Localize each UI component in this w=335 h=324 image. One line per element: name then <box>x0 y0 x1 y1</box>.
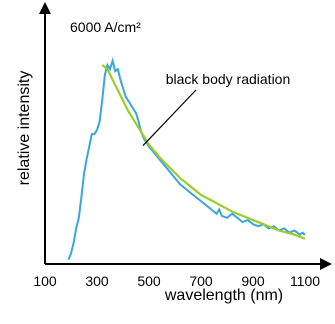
x-tick-label-700: 700 <box>189 273 213 289</box>
x-tick-label-500: 500 <box>137 273 161 289</box>
x-tick-label-100: 100 <box>33 273 57 289</box>
callout-label: black body radiation <box>166 71 291 87</box>
x-axis-arrow <box>320 258 332 270</box>
x-tick-label-900: 900 <box>241 273 265 289</box>
x-tick-label-1100: 1100 <box>290 273 320 289</box>
y-axis-arrow <box>39 2 51 14</box>
callout-leader-line <box>142 89 197 146</box>
x-tick-labels: 100 300 500 700 900 1100 <box>33 273 320 289</box>
x-axis-title: wavelength (nm) <box>164 287 283 304</box>
x-tick-label-300: 300 <box>85 273 109 289</box>
series-group <box>67 57 306 261</box>
y-axis-title: relative intensity <box>16 71 33 186</box>
annotation-top: 6000 A/cm² <box>70 19 141 35</box>
series-black-body-line <box>101 64 306 240</box>
series-measured-line <box>67 57 306 261</box>
